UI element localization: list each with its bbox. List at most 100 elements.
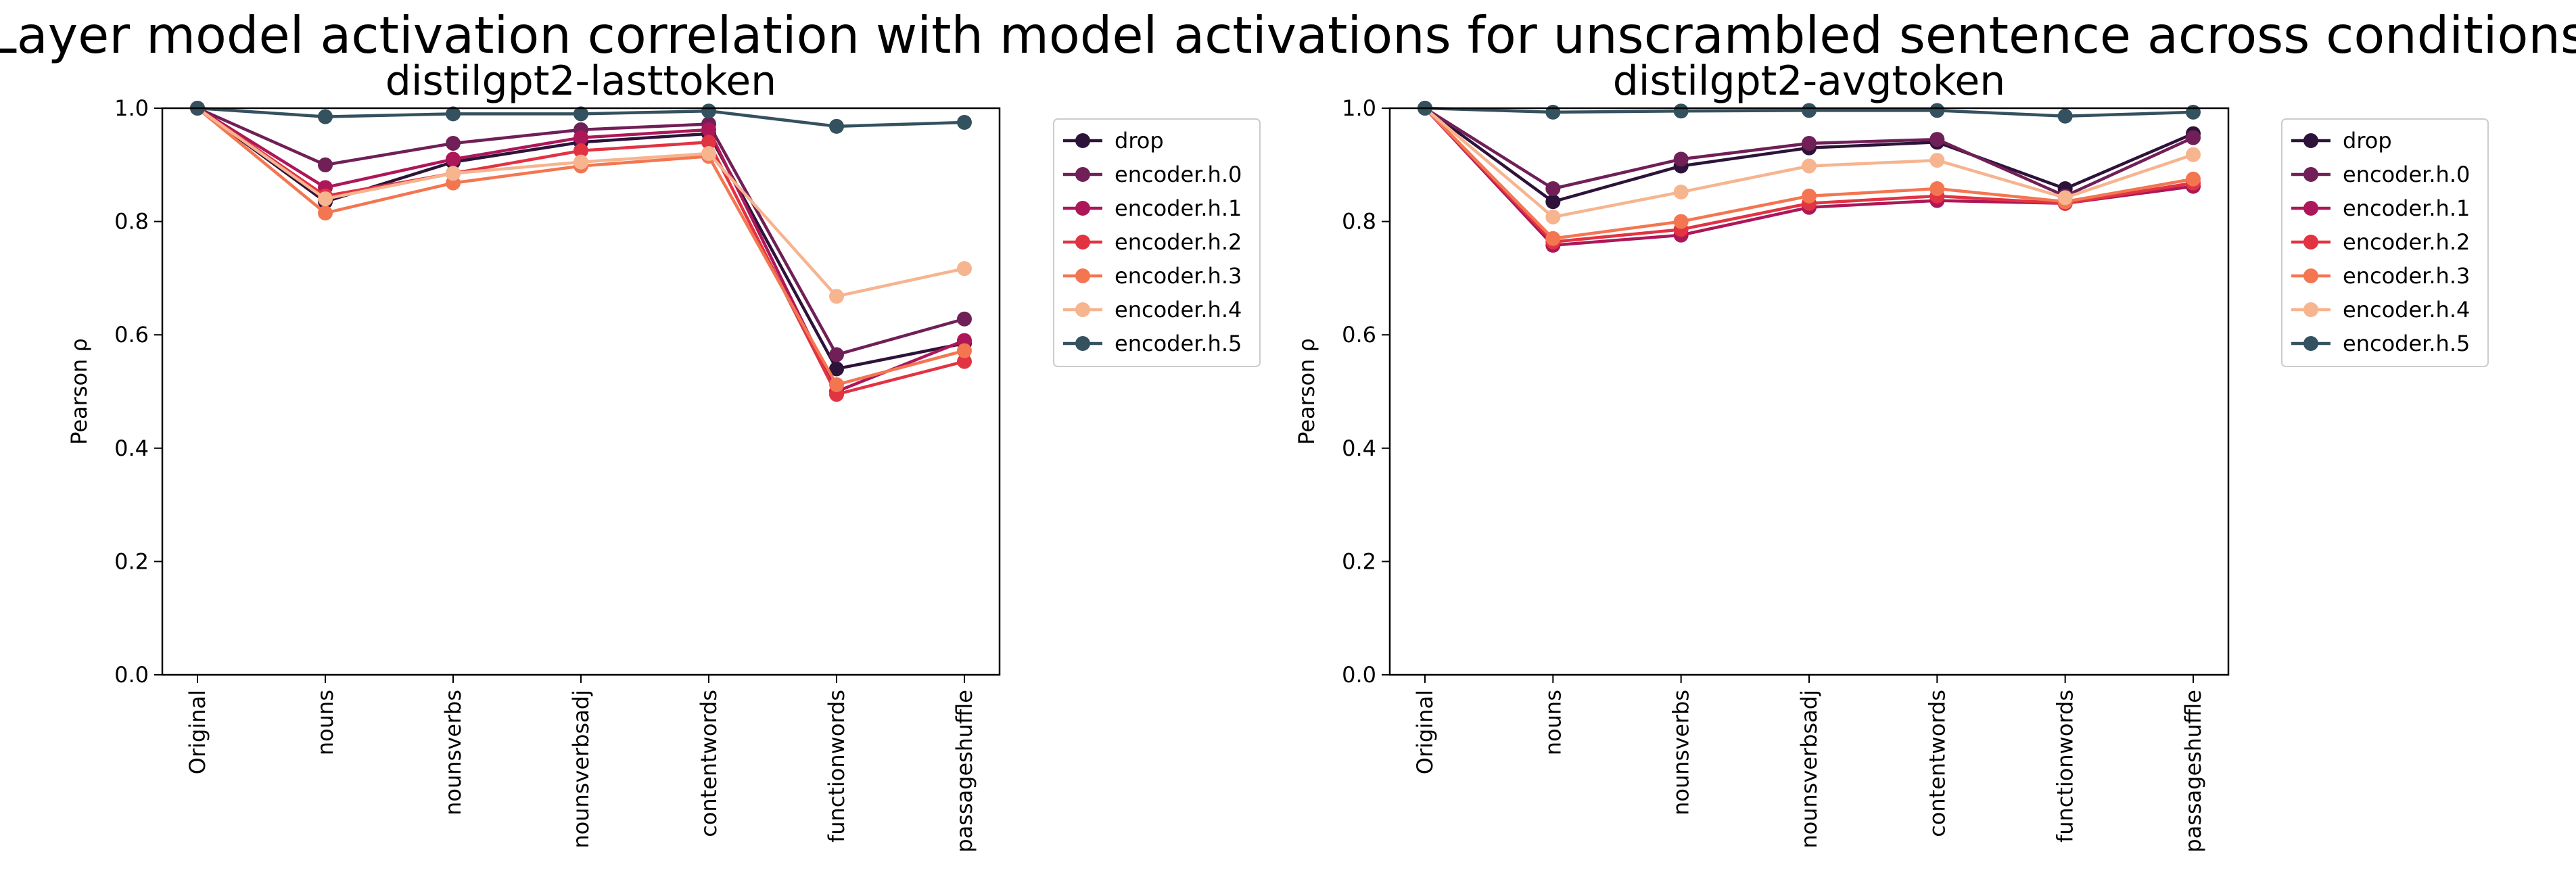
data-point-encoder.h.5 (957, 114, 972, 130)
legend-entry-label: encoder.h.1 (1115, 195, 1242, 221)
legend-marker-swatch (1075, 201, 1090, 216)
data-point-encoder.h.5 (2057, 108, 2073, 124)
data-point-encoder.h.5 (446, 106, 461, 122)
legend-entry-label: encoder.h.5 (2343, 331, 2470, 356)
legend-entry-label: drop (1115, 128, 1164, 153)
legend-marker-swatch (1075, 302, 1090, 317)
legend-marker-swatch (2303, 235, 2318, 250)
data-point-encoder.h.5 (2186, 104, 2201, 120)
data-point-encoder.h.3 (1545, 231, 1561, 246)
legend-marker-swatch (2303, 268, 2318, 283)
legend-marker-swatch (2303, 201, 2318, 216)
x-tick-label: contentwords (1924, 690, 1950, 837)
legend-marker-swatch (2303, 336, 2318, 351)
data-point-drop (829, 361, 844, 377)
data-point-encoder.h.3 (1673, 214, 1689, 229)
data-point-encoder.h.0 (1673, 151, 1689, 167)
legend-entry-label: encoder.h.4 (2343, 297, 2470, 323)
legend-entry-label: encoder.h.0 (2343, 162, 2470, 187)
legend-entry-label: encoder.h.3 (2343, 263, 2470, 289)
data-point-encoder.h.2 (957, 354, 972, 369)
plot-area-frame (161, 107, 1001, 676)
y-axis-label: Pearson ρ (1294, 338, 1319, 445)
data-point-encoder.h.4 (446, 166, 461, 181)
data-point-encoder.h.5 (701, 103, 716, 119)
subplot-title: distilgpt2-lasttoken (385, 57, 776, 105)
y-tick-label: 0.0 (114, 662, 149, 688)
y-tick-label: 0.8 (1342, 209, 1376, 235)
legend-entry-label: encoder.h.0 (1115, 162, 1242, 187)
data-point-encoder.h.5 (573, 106, 588, 122)
data-point-encoder.h.0 (957, 311, 972, 327)
x-tick-label: contentwords (696, 690, 722, 837)
data-point-encoder.h.3 (318, 206, 333, 221)
legend-entry-label: encoder.h.5 (1115, 331, 1242, 356)
y-tick-label: 0.4 (1342, 435, 1376, 461)
x-tick-label: Original (185, 690, 210, 774)
x-tick-label: nounsverbsadj (568, 690, 594, 849)
data-point-encoder.h.0 (829, 347, 844, 362)
y-axis-label: Pearson ρ (66, 338, 92, 445)
y-tick-label: 0.2 (114, 548, 149, 574)
panels: distilgpt2-lasttoken Pearson ρ 0.0 0.2 0.4 0.… (66, 57, 2489, 853)
figure-title: Layer model activation correlation with … (0, 5, 2576, 65)
data-point-drop (1545, 194, 1561, 210)
legend-marker-swatch (1075, 336, 1090, 351)
legend: drop encoder.h.0 encoder.h.1 encoder.h.2 enc… (1053, 118, 1261, 367)
data-point-encoder.h.5 (829, 118, 844, 134)
legend-entry-label: encoder.h.3 (1115, 263, 1242, 289)
legend-frame (1053, 118, 1261, 367)
legend-marker-swatch (1075, 235, 1090, 250)
x-tick-label: passageshuffle (952, 690, 977, 853)
legend-entry-label: encoder.h.2 (1115, 229, 1242, 255)
x-tick-label: Original (1412, 690, 1438, 774)
x-tick-label: functionwords (2053, 690, 2078, 843)
data-point-encoder.h.1 (701, 122, 716, 137)
data-point-encoder.h.5 (1545, 104, 1561, 120)
data-point-encoder.h.5 (1673, 103, 1689, 119)
legend-entry-label: encoder.h.1 (2343, 195, 2470, 221)
legend-marker-swatch (1075, 268, 1090, 283)
y-tick-label: 0.2 (1342, 548, 1376, 574)
legend-entry-label: encoder.h.4 (1115, 297, 1242, 323)
data-point-encoder.h.0 (446, 135, 461, 151)
legend-marker-swatch (1075, 133, 1090, 148)
data-point-encoder.h.4 (1929, 153, 1945, 168)
legend-marker-swatch (2303, 302, 2318, 317)
legend-marker-swatch (2303, 167, 2318, 182)
data-point-encoder.h.3 (957, 343, 972, 358)
subplot-title: distilgpt2-avgtoken (1613, 57, 2006, 105)
x-tick-label: passageshuffle (2180, 690, 2206, 853)
x-tick-label: nouns (312, 690, 338, 755)
y-tick-label: 0.0 (1342, 662, 1376, 688)
data-point-encoder.h.4 (829, 289, 844, 304)
data-point-encoder.h.5 (318, 109, 333, 124)
data-point-encoder.h.4 (2186, 147, 2201, 162)
y-tick-label: 0.4 (114, 435, 149, 461)
data-point-encoder.h.3 (1929, 181, 1945, 196)
x-tick-label: nouns (1540, 690, 1566, 755)
data-point-encoder.h.0 (1929, 132, 1945, 147)
data-point-encoder.h.4 (1673, 185, 1689, 200)
data-point-encoder.h.4 (701, 146, 716, 162)
y-tick-label: 0.6 (1342, 322, 1376, 348)
x-tick-label: nounsverbsadj (1796, 690, 1822, 849)
legend-frame (2281, 118, 2489, 367)
data-point-encoder.h.3 (1802, 188, 1817, 204)
data-point-encoder.h.3 (829, 377, 844, 392)
y-tick-label: 1.0 (1342, 95, 1376, 121)
data-point-encoder.h.4 (957, 261, 972, 277)
data-point-encoder.h.0 (1802, 135, 1817, 151)
data-point-encoder.h.1 (446, 151, 461, 167)
data-point-encoder.h.5 (1929, 103, 1945, 118)
data-point-encoder.h.2 (573, 143, 588, 158)
data-point-encoder.h.1 (957, 333, 972, 348)
x-tick-label: nounsverbs (440, 690, 466, 815)
legend-entry-label: encoder.h.2 (2343, 229, 2470, 255)
data-point-encoder.h.4 (1802, 158, 1817, 174)
chart-panel-1: distilgpt2-lasttoken Pearson ρ 0.0 0.2 0.4 0.… (66, 57, 1261, 853)
data-point-encoder.h.0 (2186, 130, 2201, 145)
data-point-encoder.h.1 (573, 130, 588, 145)
legend: drop encoder.h.0 encoder.h.1 encoder.h.2 enc… (2281, 118, 2489, 367)
